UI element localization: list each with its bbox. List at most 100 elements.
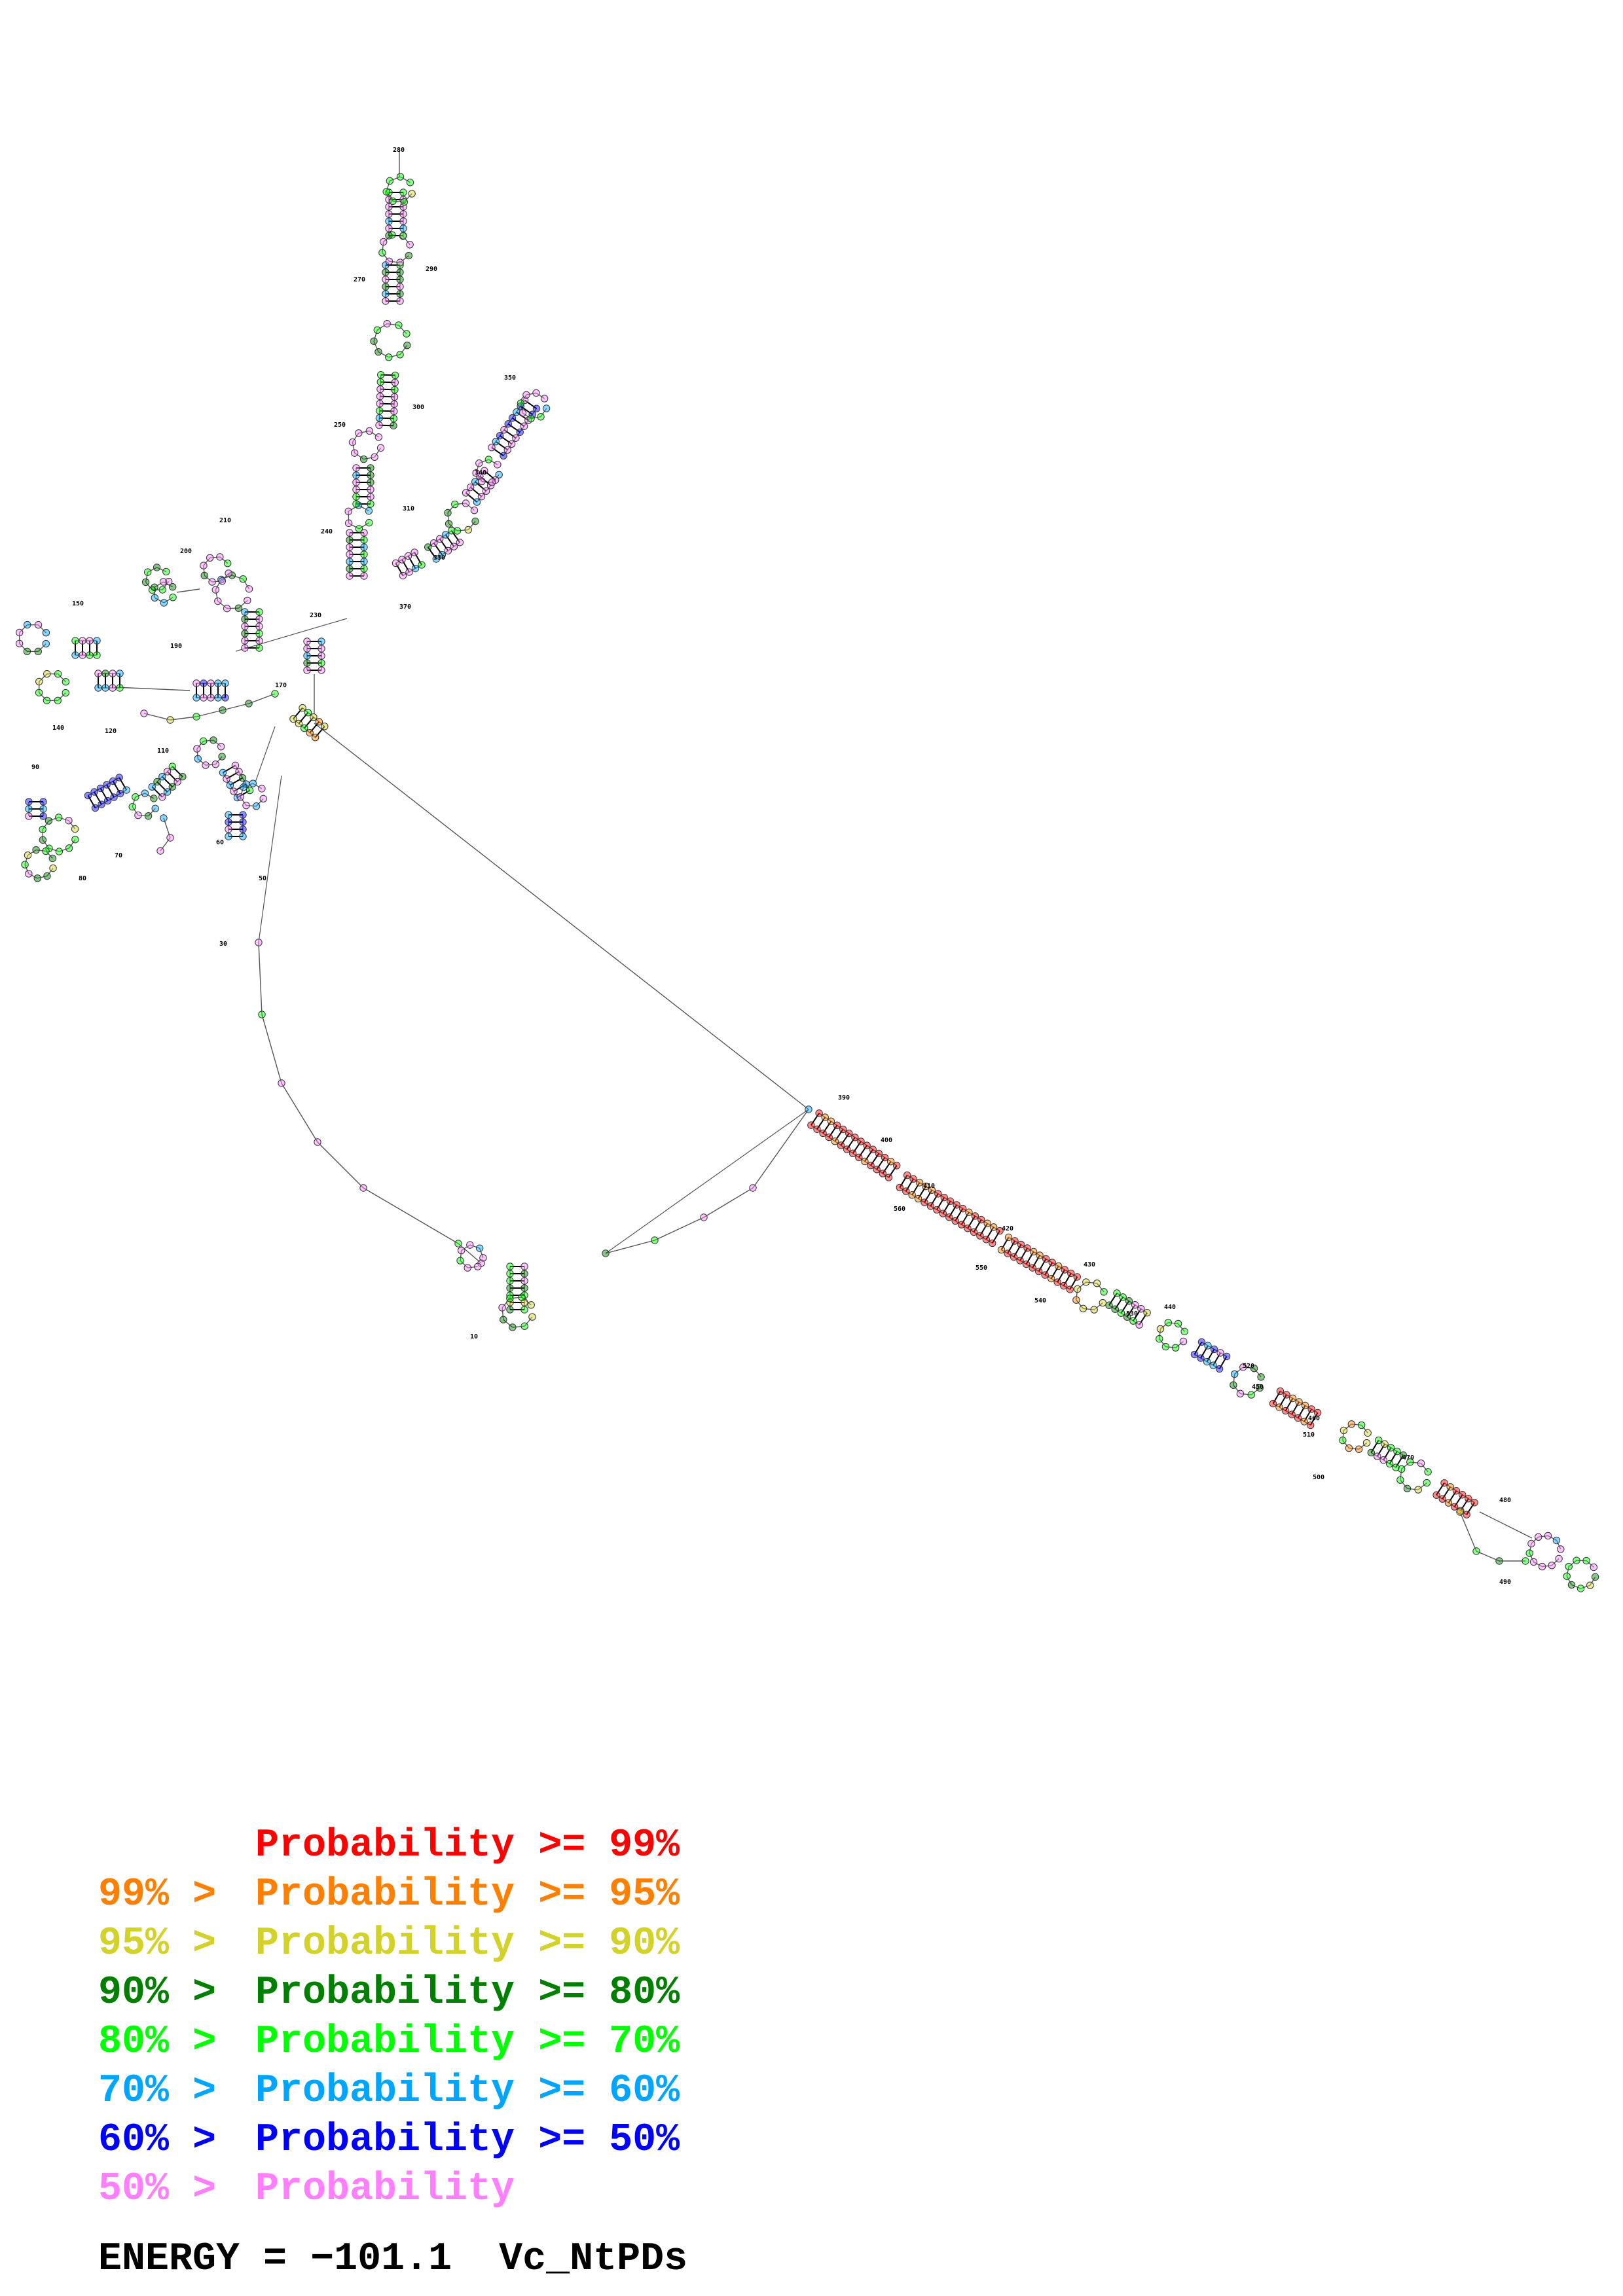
- base-pair: [1389, 1451, 1398, 1464]
- backbone-segment: [1342, 1440, 1349, 1448]
- backbone-segment: [358, 430, 370, 434]
- nucleotide: [1432, 1491, 1440, 1499]
- backbone-segment: [1077, 1282, 1087, 1289]
- base-pair: [960, 1211, 970, 1225]
- nucleotide: [851, 1134, 859, 1141]
- nucleotide: [473, 498, 481, 506]
- nucleotide: [399, 571, 407, 580]
- nucleotide: [374, 348, 382, 356]
- backbone-segment: [1159, 1338, 1166, 1347]
- base-pair: [1383, 1447, 1392, 1461]
- nucleotide: [1294, 1414, 1302, 1422]
- nucleotide: [360, 565, 368, 573]
- nucleotide: [223, 604, 231, 613]
- legend-label: Probability: [255, 2069, 515, 2113]
- nucleotide: [385, 203, 393, 211]
- backbone-segment: [1566, 1566, 1569, 1577]
- backbone-segment: [447, 512, 450, 524]
- nucleotide: [1093, 1279, 1101, 1287]
- nucleotide: [84, 791, 92, 800]
- backbone-segment: [1538, 1535, 1548, 1538]
- backbone-segment: [388, 354, 401, 358]
- base-pair: [94, 791, 102, 805]
- nucleotide: [1135, 1321, 1143, 1329]
- backbone-segment: [258, 775, 282, 943]
- base-pair: [1114, 1297, 1124, 1310]
- nucleotide: [464, 1264, 471, 1272]
- legend-label: Probability: [255, 1922, 515, 1966]
- nucleotide: [396, 283, 404, 291]
- backbone-segment: [378, 351, 390, 358]
- base-pair: [507, 423, 520, 433]
- nucleotide: [1423, 1479, 1431, 1487]
- nucleotide: [1276, 1387, 1285, 1395]
- nucleotide: [219, 706, 227, 714]
- backbone-segment: [752, 1109, 809, 1189]
- backbone-segment: [37, 643, 46, 652]
- nucleotide: [255, 630, 263, 637]
- nucleotide: [1347, 1420, 1356, 1428]
- nucleotide: [132, 793, 139, 801]
- nucleotide: [496, 431, 504, 440]
- nucleotide: [378, 249, 386, 257]
- nucleotide: [1472, 1547, 1480, 1555]
- nucleotide: [957, 1221, 966, 1229]
- nucleotide: [896, 1183, 904, 1192]
- nucleotide: [396, 173, 405, 181]
- nucleotide: [162, 567, 170, 576]
- nucleotide: [1082, 1278, 1090, 1286]
- nucleotide: [217, 742, 225, 751]
- nucleotide: [403, 341, 411, 350]
- backbone-segment: [530, 416, 541, 420]
- nucleotide: [1444, 1499, 1453, 1507]
- nucleotide: [1301, 1401, 1309, 1410]
- nucleotide: [406, 241, 414, 249]
- legend-label: Probability: [255, 2118, 515, 2162]
- nucleotide: [513, 408, 520, 416]
- nucleotide: [244, 596, 251, 605]
- backbone-segment: [36, 849, 46, 852]
- position-label: 70: [115, 852, 122, 859]
- backbone-segment: [1076, 1289, 1078, 1300]
- legend-operator: >=: [538, 1873, 586, 1917]
- nucleotide: [255, 615, 263, 623]
- nucleotide: [1463, 1511, 1470, 1518]
- backbone-segment: [164, 597, 173, 603]
- base-pair: [1395, 1454, 1404, 1468]
- nucleotide: [1414, 1486, 1422, 1494]
- nucleotide: [481, 467, 488, 475]
- nucleotide: [436, 535, 444, 543]
- nucleotide: [1257, 1373, 1265, 1381]
- nucleotide: [194, 755, 202, 763]
- nucleotide: [482, 487, 490, 495]
- nucleotide: [218, 577, 227, 585]
- nucleotide: [360, 572, 368, 580]
- base-pair: [87, 795, 96, 809]
- base-pair: [379, 417, 394, 420]
- backbone-segment: [143, 713, 171, 721]
- nucleotide: [166, 716, 174, 724]
- nucleotide: [371, 453, 378, 461]
- nucleotide: [24, 620, 31, 629]
- nucleotide: [983, 1219, 991, 1227]
- nucleotide: [1022, 1260, 1030, 1268]
- nucleotide: [34, 647, 42, 656]
- nucleotide: [403, 330, 410, 338]
- base-pair: [1000, 1236, 1010, 1251]
- nucleotide: [1230, 1381, 1237, 1389]
- position-label: 190: [170, 643, 182, 650]
- legend-prefix: 70% >: [98, 2069, 217, 2113]
- nucleotide: [1029, 1264, 1036, 1272]
- base-pair: [1309, 1412, 1319, 1426]
- legend-operator: >=: [538, 2069, 586, 2113]
- nucleotide: [1034, 1267, 1043, 1276]
- nucleotide: [1385, 1460, 1394, 1468]
- backbone-segment: [512, 1325, 525, 1328]
- nucleotide: [303, 666, 311, 674]
- nucleotide: [1209, 1361, 1217, 1369]
- backbone-segment: [155, 597, 164, 603]
- nucleotide: [158, 772, 166, 781]
- backbone-segment: [454, 503, 466, 505]
- nucleotide: [520, 1277, 528, 1285]
